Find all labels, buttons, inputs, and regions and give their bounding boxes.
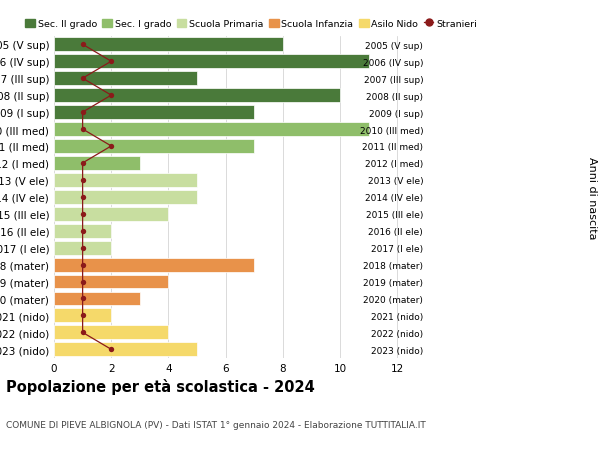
Bar bbox=[54, 123, 369, 137]
Point bbox=[106, 92, 116, 100]
Bar bbox=[54, 258, 254, 272]
Point bbox=[78, 261, 88, 269]
Point bbox=[78, 228, 88, 235]
Bar bbox=[54, 309, 111, 323]
Bar bbox=[54, 106, 254, 120]
Bar bbox=[54, 38, 283, 52]
Bar bbox=[54, 326, 169, 340]
Bar bbox=[54, 89, 340, 103]
Point bbox=[78, 278, 88, 285]
Bar bbox=[54, 224, 111, 238]
Point bbox=[78, 126, 88, 134]
Point bbox=[78, 177, 88, 184]
Point bbox=[78, 160, 88, 167]
Point bbox=[78, 329, 88, 336]
Bar bbox=[54, 275, 169, 289]
Text: COMUNE DI PIEVE ALBIGNOLA (PV) - Dati ISTAT 1° gennaio 2024 - Elaborazione TUTTI: COMUNE DI PIEVE ALBIGNOLA (PV) - Dati IS… bbox=[6, 420, 426, 429]
Legend: Sec. II grado, Sec. I grado, Scuola Primaria, Scuola Infanzia, Asilo Nido, Stran: Sec. II grado, Sec. I grado, Scuola Prim… bbox=[25, 20, 477, 29]
Text: Popolazione per età scolastica - 2024: Popolazione per età scolastica - 2024 bbox=[6, 379, 315, 395]
Bar bbox=[54, 157, 140, 170]
Point bbox=[106, 346, 116, 353]
Point bbox=[78, 194, 88, 201]
Point bbox=[78, 295, 88, 302]
Bar bbox=[54, 342, 197, 357]
Point bbox=[78, 312, 88, 319]
Bar bbox=[54, 241, 111, 255]
Bar bbox=[54, 174, 197, 187]
Bar bbox=[54, 207, 169, 221]
Bar bbox=[54, 72, 197, 86]
Text: Anni di nascita: Anni di nascita bbox=[587, 156, 597, 239]
Point bbox=[78, 41, 88, 49]
Point bbox=[78, 75, 88, 83]
Bar bbox=[54, 140, 254, 154]
Point bbox=[78, 109, 88, 117]
Point bbox=[106, 143, 116, 150]
Point bbox=[78, 245, 88, 252]
Bar bbox=[54, 292, 140, 306]
Point bbox=[106, 58, 116, 66]
Bar bbox=[54, 55, 369, 69]
Bar bbox=[54, 190, 197, 204]
Point bbox=[78, 211, 88, 218]
